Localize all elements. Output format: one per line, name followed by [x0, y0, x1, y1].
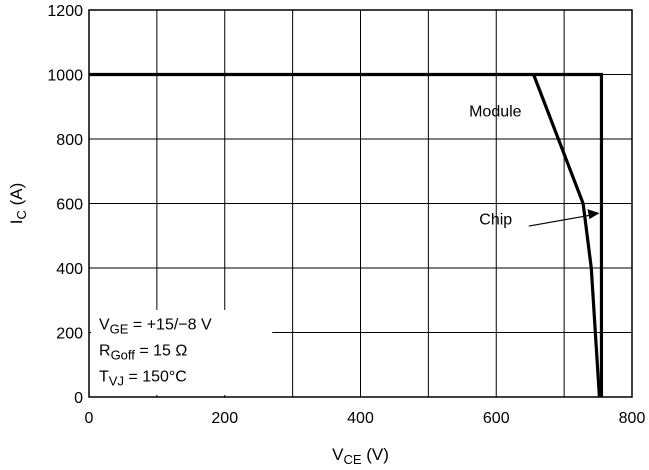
y-tick-label: 400 — [56, 261, 83, 278]
y-axis-title: IC (A) — [7, 183, 29, 225]
condition-line: RGoff = 15 Ω — [99, 342, 187, 362]
tick-labels: 0 200 400 600 800 0 200 400 600 800 1000 1200 — [47, 3, 645, 427]
series-line-module — [532, 73, 602, 398]
x-axis-title: VCE (V) — [332, 445, 389, 467]
series-lines — [89, 72, 604, 398]
x-tick-label: 800 — [619, 410, 646, 427]
x-tick-label: 200 — [211, 410, 238, 427]
annotation-module: Module — [469, 103, 522, 120]
chip-arrow-head — [587, 209, 600, 220]
y-tick-label: 200 — [56, 326, 83, 343]
plot-frame — [88, 9, 633, 398]
axis-titles: VCE (V) IC (A) — [7, 183, 389, 467]
condition-line: TVJ = 150°C — [99, 368, 187, 388]
condition-line: VGE = +15/−8 V — [99, 316, 212, 336]
series-line-chip — [89, 72, 604, 397]
chip-arrow-line — [528, 214, 591, 227]
x-tick-label: 600 — [483, 410, 510, 427]
x-tick-label: 400 — [347, 410, 374, 427]
y-tick-label: 0 — [74, 390, 83, 407]
conditions-background — [91, 309, 273, 395]
y-tick-label: 600 — [56, 197, 83, 214]
annotations: Module Chip — [469, 103, 600, 228]
y-tick-label: 800 — [56, 132, 83, 149]
y-tick-label: 1000 — [47, 68, 83, 85]
conditions-box: VGE = +15/−8 V RGoff = 15 Ω TVJ = 150°C — [91, 309, 273, 395]
y-tick-label: 1200 — [47, 3, 83, 20]
annotation-chip: Chip — [479, 211, 512, 228]
x-tick-label: 0 — [85, 410, 94, 427]
